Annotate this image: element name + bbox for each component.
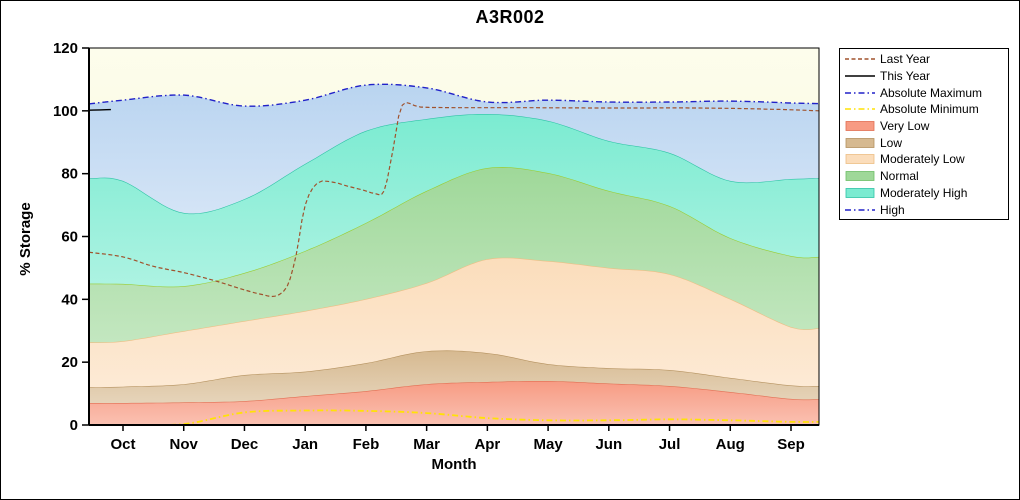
legend-line-icon xyxy=(845,58,875,61)
x-tick-label: Apr xyxy=(474,436,500,453)
x-tick-label: Jan xyxy=(292,436,318,453)
legend-item-moderately-high: Moderately High xyxy=(843,185,1008,202)
legend-item-very-low: Very Low xyxy=(843,118,1008,135)
band-moderately-low xyxy=(89,257,819,388)
band-low xyxy=(89,350,819,404)
x-tick-label: Mar xyxy=(413,436,440,453)
x-tick-label: Oct xyxy=(110,436,135,453)
legend-line-icon xyxy=(845,75,875,77)
legend-label: Very Low xyxy=(880,119,930,134)
legend-item-absolute-maximum: Absolute Maximum xyxy=(843,84,1008,101)
y-axis-label: % Storage xyxy=(17,202,34,276)
y-tick-label: 80 xyxy=(61,166,78,183)
x-tick-label: Dec xyxy=(231,436,259,453)
legend-swatch-icon xyxy=(845,154,875,165)
x-tick-label: Sep xyxy=(777,436,805,453)
y-tick-label: 100 xyxy=(53,103,78,120)
x-tick-label: May xyxy=(533,436,563,453)
band-very-low xyxy=(89,381,819,425)
legend-item-high: High xyxy=(843,201,1008,218)
y-tick-label: 20 xyxy=(61,354,78,371)
legend-swatch-icon xyxy=(845,187,875,198)
series-absolute-minimum xyxy=(89,409,819,426)
x-axis-label: Month xyxy=(431,456,477,473)
legend-label: Normal xyxy=(880,169,919,184)
y-tick-label: 40 xyxy=(61,291,78,308)
chart-title: A3R002 xyxy=(475,7,545,27)
legend-line-icon xyxy=(845,108,875,111)
legend-item-last-year: Last Year xyxy=(843,51,1008,68)
legend-label: High xyxy=(880,202,905,217)
legend-swatch-icon xyxy=(845,121,875,131)
legend-label: Moderately High xyxy=(880,185,968,200)
y-tick-label: 0 xyxy=(70,417,78,434)
series-last-year xyxy=(88,101,819,298)
legend-swatch-icon xyxy=(845,137,875,148)
legend-item-this-year: This Year xyxy=(843,68,1008,85)
legend: Last Year This Year Absolute Maximum Absolu… xyxy=(839,48,1009,220)
series-absolute-maximum xyxy=(88,83,819,107)
band-moderately-high xyxy=(89,114,819,287)
x-tick-label: Jun xyxy=(595,436,622,453)
legend-item-moderately-low: Moderately Low xyxy=(843,151,1008,168)
y-tick-label: 120 xyxy=(53,40,78,57)
legend-line-icon xyxy=(845,91,875,94)
series-this-year xyxy=(88,108,111,111)
legend-item-low: Low xyxy=(843,134,1008,151)
x-tick-label: Aug xyxy=(716,436,745,453)
legend-label: Low xyxy=(880,135,903,150)
band-high xyxy=(89,84,819,214)
band-normal xyxy=(89,167,819,343)
legend-line-icon xyxy=(845,208,875,211)
legend-label: Moderately Low xyxy=(880,152,965,167)
legend-swatch-icon xyxy=(845,171,875,182)
legend-label: Absolute Maximum xyxy=(880,85,983,100)
legend-label: Absolute Minimum xyxy=(880,102,979,117)
x-tick-label: Feb xyxy=(353,436,380,453)
legend-label: Last Year xyxy=(880,52,931,67)
legend-item-normal: Normal xyxy=(843,168,1008,185)
x-tick-label: Nov xyxy=(170,436,199,453)
y-tick-label: 60 xyxy=(61,229,78,246)
legend-item-absolute-minimum: Absolute Minimum xyxy=(843,101,1008,118)
legend-label: This Year xyxy=(880,69,931,84)
x-tick-label: Jul xyxy=(659,436,681,453)
